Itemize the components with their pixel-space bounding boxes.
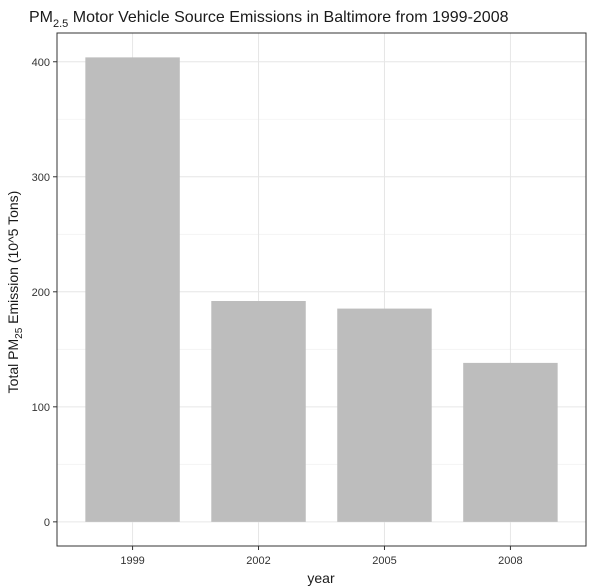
x-tick-label-2005: 2005 (372, 555, 396, 567)
bar-2008 (463, 362, 558, 522)
x-tick-label-2008: 2008 (498, 555, 522, 567)
bars (85, 57, 558, 522)
y-tick-label: 200 (32, 287, 50, 299)
x-tick-label-1999: 1999 (120, 555, 144, 567)
y-tick-label: 400 (32, 57, 50, 69)
bar-2005 (337, 308, 432, 522)
y-tick-label: 100 (32, 402, 50, 414)
y-axis-title: Total PM25 Emission (10^5 Tons) (5, 191, 25, 394)
y-axis-title-rest: Emission (10^5 Tons) (5, 191, 21, 328)
chart-title-subscript: 2.5 (53, 18, 68, 30)
chart-title: PM2.5 Motor Vehicle Source Emissions in … (29, 9, 509, 30)
y-tick-label: 300 (32, 172, 50, 184)
y-axis-title-subscript: 25 (14, 327, 25, 339)
bar-1999 (85, 57, 180, 522)
chart-title-prefix: PM (29, 9, 53, 26)
ticks: 0 100 200 300 400 1999 2002 2005 2008 (32, 57, 523, 567)
bar-2002 (211, 301, 306, 522)
y-tick-label: 0 (44, 517, 50, 529)
x-tick-label-2002: 2002 (246, 555, 270, 567)
x-axis-title: year (307, 570, 335, 586)
y-axis-title-prefix: Total PM (5, 339, 21, 393)
panel-border (56, 32, 587, 547)
chart-title-rest: Motor Vehicle Source Emissions in Baltim… (68, 9, 508, 26)
